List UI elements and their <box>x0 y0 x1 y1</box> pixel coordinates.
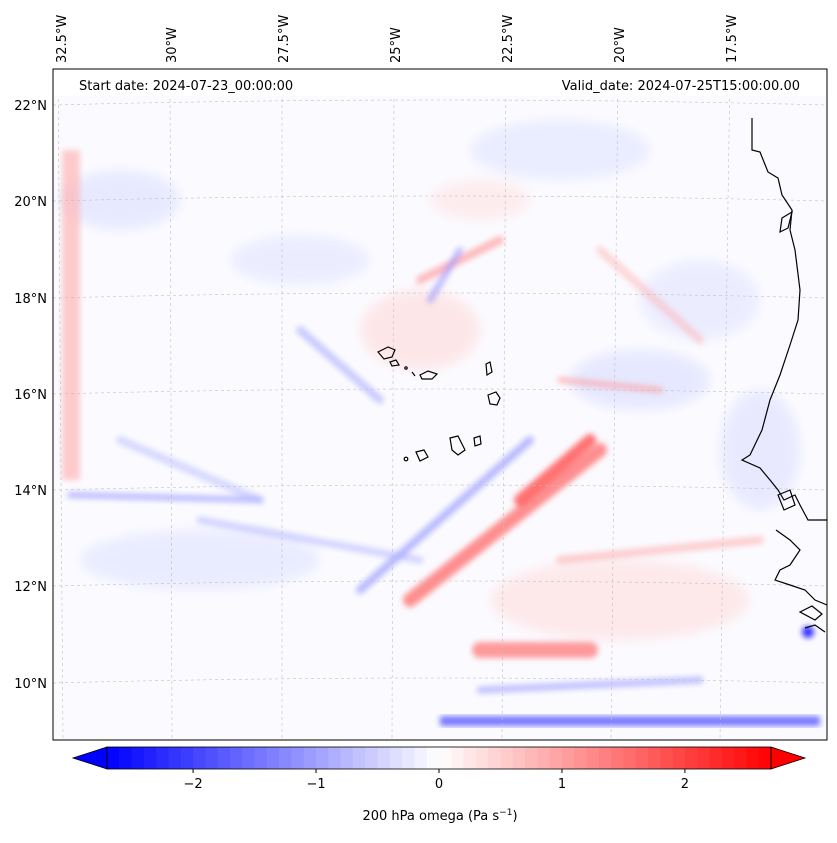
colorbar-label-end: ) <box>512 809 517 824</box>
colorbar-cell <box>697 747 711 769</box>
colorbar-cell <box>266 747 280 769</box>
colorbar-cell <box>426 747 440 769</box>
colorbar-cell <box>660 747 674 769</box>
colorbar-extend-min <box>71 746 108 770</box>
omega-field <box>60 120 820 726</box>
lat-label: 14°N <box>14 484 47 499</box>
colorbar-cell <box>242 747 256 769</box>
colorbar-cell <box>131 747 145 769</box>
colorbar-cell <box>180 747 194 769</box>
colorbar-label: 200 hPa omega (Pa s−1) <box>362 808 517 824</box>
colorbar-cell <box>279 747 292 769</box>
colorbar-cell <box>549 747 563 769</box>
colorbar-cell <box>709 747 723 769</box>
map-panel: Start date: 2024-07-23_00:00:00 Valid_da… <box>52 68 828 741</box>
colorbar-cell <box>734 747 747 769</box>
colorbar-cell <box>254 747 268 769</box>
colorbar-cell <box>574 747 588 769</box>
colorbar-tick-label: 1 <box>558 777 566 792</box>
colorbar-cell <box>303 747 317 769</box>
colorbar-cell <box>561 747 575 769</box>
lat-label: 12°N <box>14 580 47 595</box>
lon-label: 25°W <box>389 27 404 63</box>
colorbar-label-sup: −1 <box>499 808 512 818</box>
colorbar-cell <box>205 747 219 769</box>
lon-label: 22.5°W <box>501 15 516 63</box>
colorbar-cell <box>586 747 600 769</box>
colorbar-cell <box>512 747 526 769</box>
colorbar-cell <box>463 747 477 769</box>
latitude-labels: 22°N 20°N 18°N 16°N 14°N 12°N 10°N <box>14 99 47 692</box>
colorbar-cell <box>598 747 612 769</box>
colorbar-cell <box>672 747 686 769</box>
colorbar-cell <box>451 747 465 769</box>
lon-label: 30°W <box>165 27 180 63</box>
colorbar: −2 −1 0 1 2 200 hPa omega (Pa s−1) <box>71 746 807 824</box>
colorbar-cell <box>402 747 415 769</box>
colorbar-cell <box>143 747 157 769</box>
title-band <box>54 70 826 96</box>
colorbar-cell <box>377 747 391 769</box>
lon-label: 20°W <box>613 27 628 63</box>
colorbar-cell <box>119 747 133 769</box>
lat-label: 22°N <box>14 99 47 114</box>
coastline <box>740 118 827 633</box>
lon-label: 17.5°W <box>725 15 740 63</box>
colorbar-cell <box>500 747 514 769</box>
colorbar-cell <box>648 747 661 769</box>
colorbar-cell <box>635 747 649 769</box>
colorbar-cell <box>389 747 403 769</box>
colorbar-cell <box>721 747 735 769</box>
gridlines <box>53 69 827 740</box>
colorbar-extend-max <box>770 746 807 770</box>
colorbar-cell <box>340 747 354 769</box>
colorbar-cell <box>525 747 538 769</box>
map-frame <box>52 68 828 741</box>
colorbar-cell <box>611 747 624 769</box>
lon-label: 32.5°W <box>55 15 70 63</box>
colorbar-ticks: −2 −1 0 1 2 <box>183 769 689 792</box>
lat-label: 10°N <box>14 677 47 692</box>
colorbar-cell <box>193 747 206 769</box>
colorbar-cell <box>746 747 760 769</box>
colorbar-cell <box>623 747 637 769</box>
colorbar-cell <box>107 747 120 769</box>
colorbar-tick-label: 0 <box>435 777 443 792</box>
colorbar-cell <box>229 747 243 769</box>
colorbar-cell <box>488 747 501 769</box>
map-background <box>53 69 827 740</box>
lat-label: 18°N <box>14 292 47 307</box>
colorbar-cell <box>156 747 169 769</box>
colorbar-label-main: 200 hPa omega (Pa s <box>362 809 499 824</box>
colorbar-cell <box>684 747 698 769</box>
colorbar-cell <box>316 747 329 769</box>
colorbar-cell <box>168 747 182 769</box>
colorbar-cell <box>291 747 305 769</box>
islands <box>377 346 501 462</box>
colorbar-cell <box>414 747 428 769</box>
colorbar-cell <box>758 747 772 769</box>
valid-date: Valid_date: 2024-07-25T15:00:00.00 <box>562 79 800 94</box>
lat-label: 16°N <box>14 388 47 403</box>
colorbar-cell <box>439 747 452 769</box>
start-date: Start date: 2024-07-23_00:00:00 <box>79 79 293 94</box>
colorbar-cell <box>352 747 366 769</box>
longitude-labels: 32.5°W 30°W 27.5°W 25°W 22.5°W 20°W 17.5… <box>55 15 740 63</box>
colorbar-cell <box>475 747 489 769</box>
colorbar-cell <box>537 747 551 769</box>
lon-label: 27.5°W <box>277 15 292 63</box>
colorbar-cell <box>328 747 342 769</box>
colorbar-tick-label: −1 <box>306 777 325 792</box>
colorbar-cells <box>107 747 772 769</box>
colorbar-tick-label: −2 <box>183 777 202 792</box>
colorbar-cell <box>365 747 379 769</box>
lat-label: 20°N <box>14 195 47 210</box>
colorbar-cell <box>217 747 231 769</box>
colorbar-tick-label: 2 <box>681 777 689 792</box>
